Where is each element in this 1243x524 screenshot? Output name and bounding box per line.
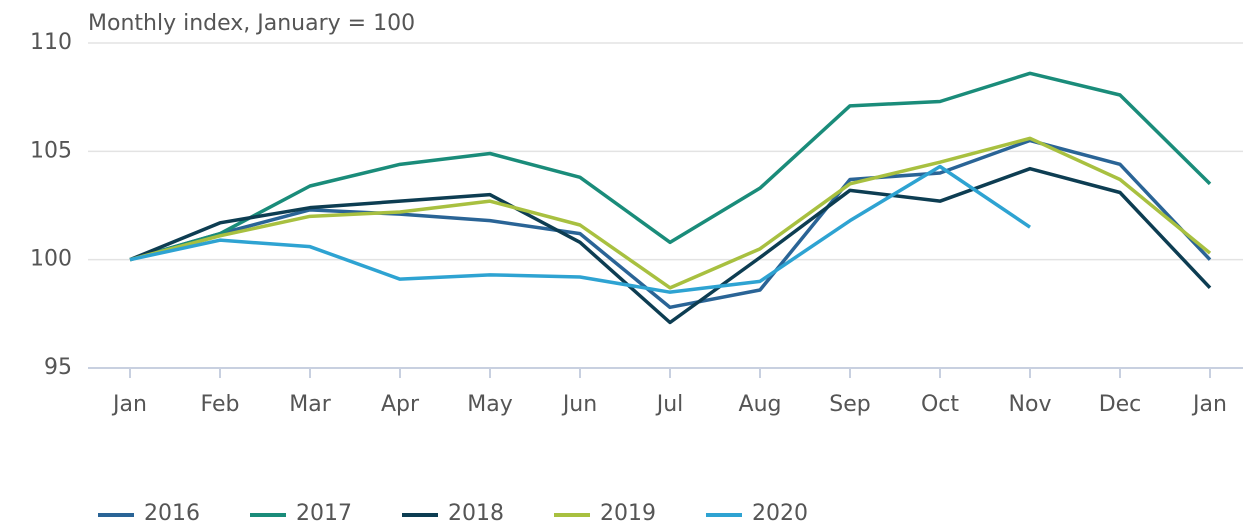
x-tick-label: Dec — [1099, 392, 1142, 417]
y-tick-label: 95 — [44, 355, 72, 380]
legend-label: 2016 — [144, 501, 200, 524]
legend-label: 2017 — [296, 501, 352, 524]
chart-title: Monthly index, January = 100 — [88, 11, 415, 36]
x-tick-label: Feb — [201, 392, 240, 417]
x-tick-label: Jan — [111, 392, 147, 417]
series-line — [129, 136, 1212, 290]
legend-label: 2018 — [448, 501, 504, 524]
x-tick-label: Nov — [1009, 392, 1052, 417]
x-tick-label: Aug — [739, 392, 782, 417]
x-tick-label: Jul — [655, 392, 684, 417]
x-tick-label: Sep — [829, 392, 870, 417]
y-tick-label: 110 — [30, 30, 72, 55]
y-tick-label: 100 — [30, 247, 72, 272]
x-tick-label: Oct — [921, 392, 959, 417]
series-line — [129, 166, 1212, 325]
x-tick-label: May — [467, 392, 512, 417]
series-line — [129, 71, 1212, 262]
legend-label: 2020 — [752, 501, 808, 524]
x-tick-label: Mar — [289, 392, 331, 417]
x-tick-label: Jan — [1191, 392, 1227, 417]
y-tick-label: 105 — [30, 138, 72, 163]
series-line — [129, 164, 1031, 294]
x-tick-label: Apr — [381, 392, 420, 417]
x-tick-label: Jun — [561, 392, 597, 417]
series-line — [129, 138, 1212, 310]
legend-label: 2019 — [600, 501, 656, 524]
